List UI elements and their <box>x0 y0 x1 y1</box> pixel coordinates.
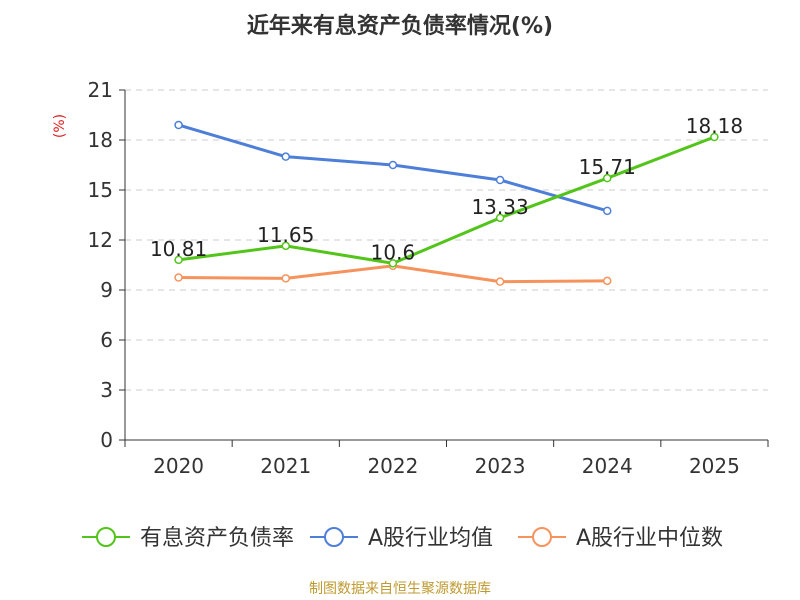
y-tick-label-15: 15 <box>88 178 113 202</box>
chart-title: 近年来有息资产负债率情况(%) <box>247 13 553 39</box>
data-label-0-1: 11.65 <box>257 223 314 247</box>
data-point-0-1 <box>281 241 290 251</box>
data-point-0-2 <box>388 259 398 268</box>
series-1 <box>174 120 612 216</box>
data-point-1-4 <box>603 206 612 216</box>
data-point-1-1 <box>281 152 290 161</box>
data-label-0-5: 18.18 <box>686 114 743 138</box>
legend-marker-2 <box>532 527 552 547</box>
series-line-0 <box>178 135 715 265</box>
legend-item-0[interactable]: 有息资产负债率 <box>82 526 294 551</box>
y-tick-label-6: 6 <box>100 328 113 352</box>
y-tick-label-21: 21 <box>88 78 113 102</box>
legend-label-1: A股行业均值 <box>368 526 493 551</box>
data-label-0-4: 15.71 <box>579 155 636 179</box>
axes: 0 3 6 9 12 15 18 21 2020 2021 2022 2023 2024 2025 <box>88 78 769 478</box>
data-label-0-2: 10.6 <box>371 240 416 264</box>
y-tick-label-9: 9 <box>100 278 113 302</box>
source-note: 制图数据来自恒生聚源数据库 <box>309 581 491 597</box>
x-tick-label-2022: 2022 <box>367 454 418 478</box>
x-tick-label-2025: 2025 <box>689 454 740 478</box>
series-0: 10.81 11.65 10.6 13.33 15.71 18.18 <box>150 114 743 268</box>
series-group: 10.81 11.65 10.6 13.33 15.71 18.18 <box>150 114 743 286</box>
legend-item-2[interactable]: A股行业中位数 <box>518 526 723 551</box>
legend-label-0: 有息资产负债率 <box>140 526 294 551</box>
data-point-1-2 <box>388 160 398 170</box>
data-point-1-3 <box>495 175 505 185</box>
y-tick-label-0: 0 <box>100 428 113 452</box>
y-tick-label-3: 3 <box>100 378 113 402</box>
data-point-2-0 <box>174 273 183 282</box>
data-point-2-3 <box>495 277 505 286</box>
legend-item-1[interactable]: A股行业均值 <box>310 526 493 551</box>
data-label-0-3: 13.33 <box>471 195 528 219</box>
legend-label-2: A股行业中位数 <box>576 526 723 551</box>
y-tick-label-12: 12 <box>88 228 113 252</box>
x-tick-label-2020: 2020 <box>153 454 204 478</box>
x-tick-label-2023: 2023 <box>475 454 526 478</box>
x-tick-label-2021: 2021 <box>260 454 311 478</box>
data-label-0-0: 10.81 <box>150 237 207 261</box>
data-point-1-0 <box>174 120 183 130</box>
data-point-0-5 <box>710 132 719 142</box>
data-point-2-1 <box>281 274 290 283</box>
legend[interactable]: 有息资产负债率 A股行业均值 A股行业中位数 <box>82 526 723 551</box>
legend-marker-0 <box>96 527 116 547</box>
data-point-0-0 <box>174 255 183 265</box>
y-axis-label: (%) <box>52 114 68 138</box>
x-tick-label-2024: 2024 <box>582 454 633 478</box>
data-point-0-3 <box>495 213 505 223</box>
y-tick-label-18: 18 <box>88 128 113 152</box>
legend-marker-1 <box>324 527 344 547</box>
data-point-0-4 <box>603 173 612 183</box>
data-point-2-4 <box>603 276 612 286</box>
